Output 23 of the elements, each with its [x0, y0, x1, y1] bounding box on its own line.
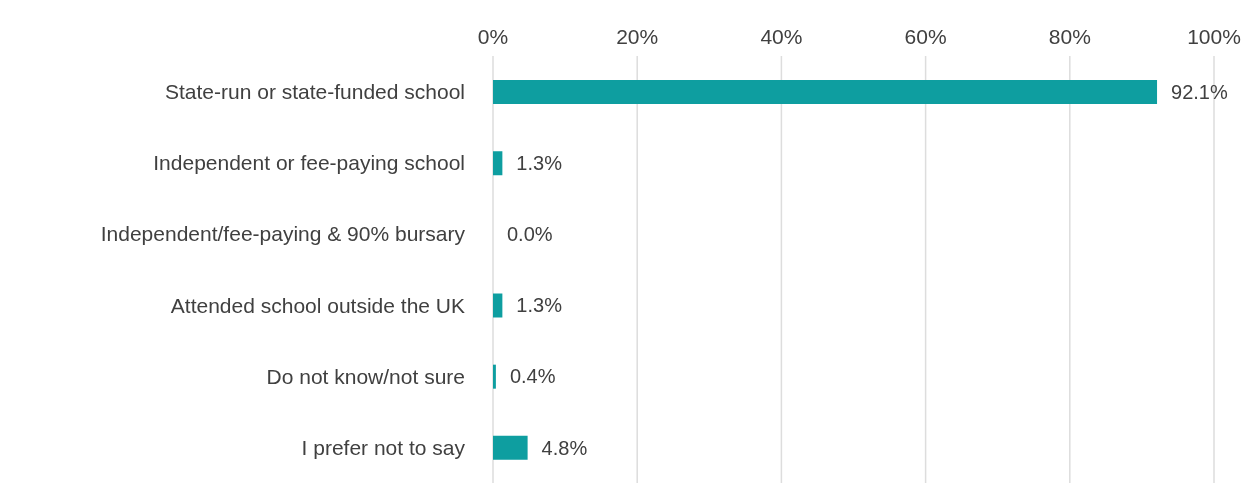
- bar: [493, 435, 528, 460]
- bar: [493, 80, 1158, 104]
- y-tick-label: Independent/fee-paying & 90% bursary: [100, 222, 466, 246]
- x-tick-label: 0%: [477, 25, 509, 48]
- x-tick-label: 80%: [1048, 25, 1091, 48]
- x-tick-label: 20%: [616, 25, 659, 48]
- data-label: 0.4%: [509, 365, 556, 388]
- x-tick-label: 100%: [1187, 25, 1241, 48]
- bar: [493, 151, 503, 176]
- x-tick-label: 40%: [760, 25, 803, 48]
- data-label: 1.3%: [516, 151, 563, 174]
- y-tick-label: Attended school outside the UK: [170, 293, 465, 317]
- data-label: 92.1%: [1171, 80, 1228, 103]
- x-tick-label: 60%: [904, 25, 947, 48]
- data-label: 4.8%: [541, 436, 588, 459]
- y-tick-label: I prefer not to say: [301, 435, 466, 459]
- y-tick-label: Independent or fee-paying school: [153, 151, 465, 175]
- bar: [493, 293, 503, 318]
- y-tick-label: Do not know/not sure: [266, 364, 465, 388]
- data-label: 0.0%: [507, 223, 553, 246]
- y-tick-label: State-run or state-funded school: [164, 80, 465, 104]
- bar: [493, 364, 496, 389]
- data-label: 1.3%: [516, 294, 563, 317]
